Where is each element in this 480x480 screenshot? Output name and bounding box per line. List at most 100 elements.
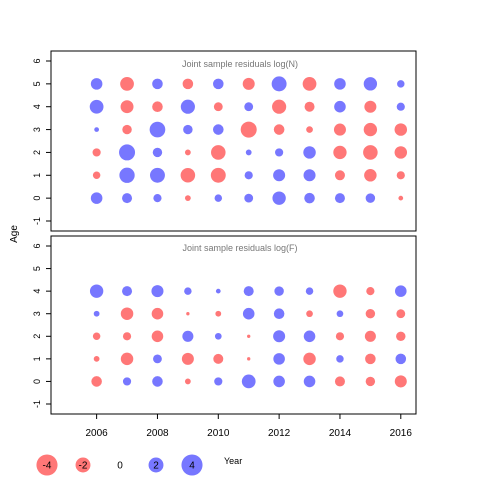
residual-bubble	[183, 124, 193, 135]
residual-bubble	[245, 149, 252, 156]
residual-bubble	[180, 168, 196, 183]
residual-bubble	[247, 334, 251, 338]
residual-bubble	[242, 77, 255, 90]
residual-bubble	[122, 377, 132, 386]
y-tick-label: 1	[32, 173, 42, 178]
residual-bubble	[275, 148, 284, 157]
panel-log-n-frame	[50, 50, 417, 232]
y-tick-label: 5	[32, 81, 42, 86]
panel-log-n-bubbles	[89, 76, 408, 205]
panel-log-f-y-axis: -1 0 1 2 3 4 5 6	[32, 243, 51, 408]
residual-bubble	[271, 76, 287, 92]
residual-bubble	[120, 352, 134, 366]
residual-bubble	[120, 100, 134, 114]
residual-bubble	[304, 192, 315, 204]
residual-bubble	[122, 286, 133, 297]
residual-bubble	[122, 124, 132, 135]
residual-bubble	[272, 191, 286, 205]
residual-bubble	[394, 146, 408, 159]
panel-log-f-bubbles	[89, 284, 407, 389]
residual-bubble	[396, 171, 405, 180]
residual-bubble	[89, 99, 104, 114]
residual-bubble	[334, 376, 345, 387]
residual-bubble	[333, 145, 347, 160]
residual-bubble	[274, 286, 284, 296]
legend-bubble	[181, 454, 203, 476]
x-axis-label: Year	[224, 456, 242, 466]
panel-log-n: Joint sample residuals log(N) -1 0 1 2 3 4 5 6	[32, 50, 417, 232]
legend-bubble	[75, 457, 91, 473]
residual-bubble	[334, 100, 346, 113]
residual-bubble	[243, 286, 254, 297]
residual-bubble	[92, 148, 101, 157]
residual-bubble	[397, 80, 405, 88]
residual-bubble	[91, 376, 102, 387]
residual-bubble	[93, 310, 100, 317]
x-axis: 2006 2008 2010 2012 2014 2016	[86, 414, 412, 439]
residual-bubble	[152, 376, 163, 387]
residual-bubble	[304, 101, 315, 112]
legend-label: -4	[43, 461, 52, 472]
residual-bubble	[151, 307, 164, 320]
x-tick-label: 2014	[329, 428, 352, 439]
residual-bubble	[153, 194, 162, 203]
residual-bubble	[273, 124, 285, 135]
residual-bubble	[303, 169, 316, 182]
residual-bubble	[215, 288, 221, 294]
residual-bubble	[396, 309, 406, 319]
y-tick-label: 4	[32, 289, 42, 294]
residual-bubble	[120, 307, 134, 320]
residual-bubble	[302, 76, 317, 91]
residual-bubble	[241, 374, 256, 389]
residual-bubble	[214, 377, 223, 386]
residual-bubble	[213, 102, 223, 112]
x-tick-label: 2012	[268, 428, 291, 439]
residual-bubble	[122, 332, 132, 341]
residual-bubble	[365, 193, 376, 203]
y-tick-label: 0	[32, 196, 42, 201]
residual-bubble	[153, 354, 162, 364]
residual-bubble	[182, 78, 194, 90]
legend-label: 2	[153, 461, 159, 472]
residual-bubble	[365, 376, 376, 387]
residual-bubble	[151, 285, 164, 298]
legend-label: 4	[189, 461, 195, 472]
residual-bubble	[184, 195, 191, 202]
residual-bubble	[119, 167, 135, 183]
residual-bubble	[303, 375, 316, 388]
bubble-size-legend: -4 -2 0 2 4	[36, 454, 203, 476]
residual-bubble	[152, 78, 163, 90]
residual-bubble	[394, 123, 408, 136]
residual-bubble	[365, 308, 376, 319]
x-tick-label: 2006	[86, 428, 109, 439]
residual-bubble	[333, 284, 347, 298]
residual-bubble	[247, 357, 251, 361]
legend-bubble	[148, 457, 164, 473]
residual-bubble	[119, 144, 136, 161]
y-tick-label: 4	[32, 104, 42, 109]
panel-log-f: Joint sample residuals log(F) -1 0 1 2 3 4 5 6	[32, 235, 417, 415]
residual-bubble	[214, 194, 223, 202]
residual-bubble	[395, 285, 407, 297]
residual-bubble	[273, 375, 285, 388]
residual-bubble	[273, 308, 285, 319]
panel-log-n-y-axis: -1 0 1 2 3 4 5 6	[32, 58, 51, 225]
y-tick-label: -1	[32, 217, 42, 225]
residual-bubble	[240, 121, 257, 138]
residual-bubble	[213, 353, 224, 364]
residual-bubble	[244, 171, 253, 180]
residual-bubble	[334, 78, 346, 90]
residual-bubble	[92, 332, 101, 341]
legend-bubble	[36, 454, 58, 476]
residual-bubble	[273, 330, 286, 343]
residual-bubble	[366, 287, 375, 296]
panel-log-n-title: Joint sample residuals log(N)	[182, 59, 298, 69]
residual-bubble	[149, 121, 166, 138]
residual-bubble	[93, 355, 100, 362]
residual-bubble	[182, 330, 194, 342]
residual-bubble	[363, 122, 378, 137]
residual-bubble	[152, 147, 163, 158]
residual-bubble	[180, 99, 195, 114]
y-tick-label: 5	[32, 266, 42, 271]
residual-bubble	[89, 284, 104, 298]
